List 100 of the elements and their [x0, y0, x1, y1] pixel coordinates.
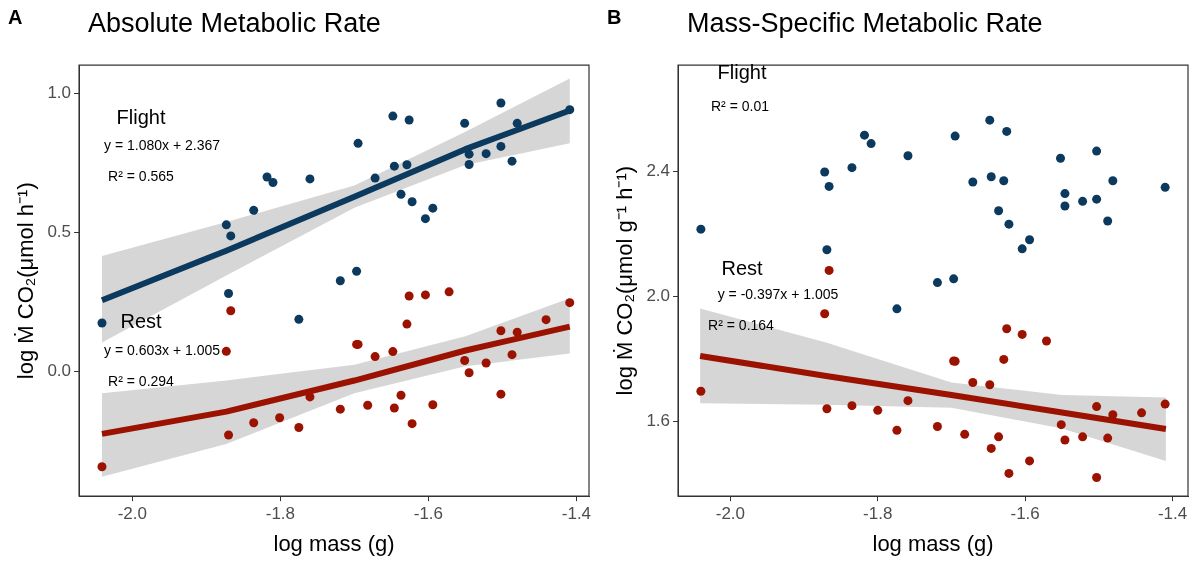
- point: [1025, 235, 1035, 245]
- point: [994, 206, 1004, 216]
- point: [460, 118, 470, 128]
- y-tick-label: 1.0: [47, 82, 72, 102]
- point: [460, 356, 470, 366]
- point: [249, 418, 259, 428]
- x-tick-label: -1.4: [561, 504, 592, 524]
- y-axis-title: log Ṁ CO₂(μmol g⁻¹ h⁻¹): [612, 165, 638, 396]
- point: [903, 396, 913, 406]
- point: [1092, 472, 1102, 482]
- point: [985, 115, 995, 125]
- point: [866, 139, 876, 149]
- point: [335, 404, 345, 414]
- point: [903, 151, 913, 161]
- point: [960, 429, 970, 439]
- point: [1092, 402, 1102, 412]
- text: B: [607, 6, 622, 29]
- point: [221, 346, 231, 356]
- annotation: y = -0.397x + 1.005: [717, 286, 839, 302]
- point: [994, 432, 1004, 442]
- point: [1002, 324, 1012, 334]
- point: [496, 389, 506, 399]
- point: [999, 354, 1009, 364]
- point: [226, 231, 236, 241]
- point: [226, 306, 236, 316]
- point: [892, 304, 902, 314]
- point: [859, 130, 869, 140]
- point: [1078, 432, 1088, 442]
- point: [268, 178, 278, 188]
- point: [1103, 433, 1113, 443]
- point: [407, 197, 417, 207]
- point: [249, 205, 259, 215]
- point: [822, 245, 832, 255]
- point: [420, 290, 430, 300]
- point: [363, 400, 373, 410]
- point: [294, 314, 304, 324]
- point: [565, 298, 575, 308]
- point: [507, 350, 517, 360]
- point: [496, 141, 506, 151]
- x-axis-title: log mass (g): [872, 530, 994, 556]
- point: [1103, 216, 1113, 226]
- point: [1004, 219, 1014, 229]
- point: [389, 403, 399, 413]
- point: [1056, 153, 1066, 163]
- point: [986, 443, 996, 453]
- point: [986, 172, 996, 182]
- x-tick-label: -1.8: [863, 504, 893, 524]
- point: [820, 309, 830, 319]
- point: [1002, 126, 1012, 136]
- point: [97, 462, 107, 472]
- point: [1078, 196, 1088, 206]
- y-tick-label: 2.4: [646, 161, 671, 181]
- point: [985, 380, 995, 390]
- point: [496, 98, 506, 108]
- text: A: [8, 6, 23, 29]
- point: [1060, 189, 1070, 199]
- point: [388, 111, 398, 121]
- point: [968, 177, 978, 187]
- y-axis-title: log Ṁ CO₂(μmol h⁻¹): [13, 182, 39, 380]
- point: [1160, 399, 1170, 409]
- point: [275, 413, 285, 423]
- point: [496, 326, 506, 336]
- x-tick-label: -1.8: [265, 504, 295, 524]
- point: [873, 405, 883, 415]
- point: [932, 278, 942, 288]
- x-tick-label: -1.4: [1157, 504, 1188, 524]
- point: [1017, 329, 1027, 339]
- point: [512, 118, 522, 128]
- point: [305, 174, 315, 184]
- point: [396, 390, 406, 400]
- point: [444, 287, 454, 297]
- point: [1060, 201, 1070, 211]
- point: [224, 288, 234, 298]
- annotation: Rest: [120, 309, 162, 333]
- point: [335, 276, 345, 286]
- point: [892, 425, 902, 435]
- point: [428, 400, 438, 410]
- point: [464, 159, 474, 169]
- point: [481, 358, 491, 368]
- point: [1137, 408, 1147, 418]
- annotation: y = 1.080x + 2.367: [104, 137, 220, 153]
- point: [1025, 456, 1035, 466]
- point: [950, 131, 960, 141]
- point: [999, 176, 1009, 186]
- point: [294, 423, 304, 433]
- point: [352, 266, 362, 276]
- point: [847, 163, 857, 173]
- point: [1160, 182, 1170, 192]
- point: [696, 386, 706, 396]
- point: [1042, 336, 1052, 346]
- point: [1060, 435, 1070, 445]
- point: [389, 161, 399, 171]
- point: [224, 430, 234, 440]
- point: [847, 401, 857, 411]
- point: [1004, 468, 1014, 478]
- point: [541, 315, 551, 325]
- y-tick-label: 0.0: [47, 360, 72, 380]
- point: [949, 274, 959, 284]
- y-tick-label: 0.5: [47, 221, 72, 241]
- point: [507, 156, 517, 166]
